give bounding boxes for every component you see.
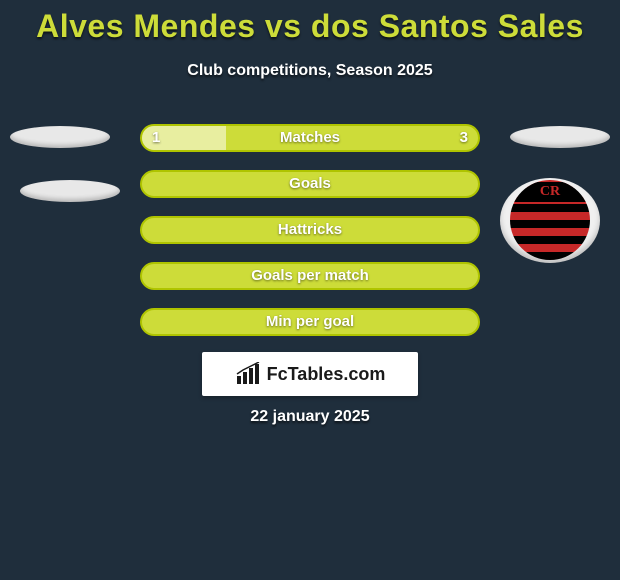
- generation-date: 22 january 2025: [0, 408, 620, 426]
- bar-chart-icon: [235, 362, 263, 386]
- stat-right-value: 3: [460, 126, 468, 150]
- player-left-avatar-placeholder: [10, 126, 110, 148]
- stat-bar-hattricks: Hattricks: [140, 216, 480, 244]
- stat-label: Goals per match: [142, 264, 478, 288]
- club-right-badge: [500, 178, 600, 263]
- page-subtitle: Club competitions, Season 2025: [0, 62, 620, 80]
- stat-bar-min-per-goal: Min per goal: [140, 308, 480, 336]
- source-attribution: FcTables.com: [202, 352, 418, 396]
- player-right-avatar-placeholder: [510, 126, 610, 148]
- stat-label: Goals: [142, 172, 478, 196]
- stat-label: Matches: [142, 126, 478, 150]
- source-text: FcTables.com: [267, 364, 386, 385]
- flamengo-crest-icon: [510, 180, 590, 260]
- stat-label: Hattricks: [142, 218, 478, 242]
- comparison-page: Alves Mendes vs dos Santos Sales Club co…: [0, 0, 620, 580]
- stat-bar-goals: Goals: [140, 170, 480, 198]
- stat-label: Min per goal: [142, 310, 478, 334]
- stat-bar-goals-per-match: Goals per match: [140, 262, 480, 290]
- club-left-badge-placeholder: [20, 180, 120, 202]
- page-title: Alves Mendes vs dos Santos Sales: [0, 8, 620, 45]
- stat-bar-matches: 1 Matches 3: [140, 124, 480, 152]
